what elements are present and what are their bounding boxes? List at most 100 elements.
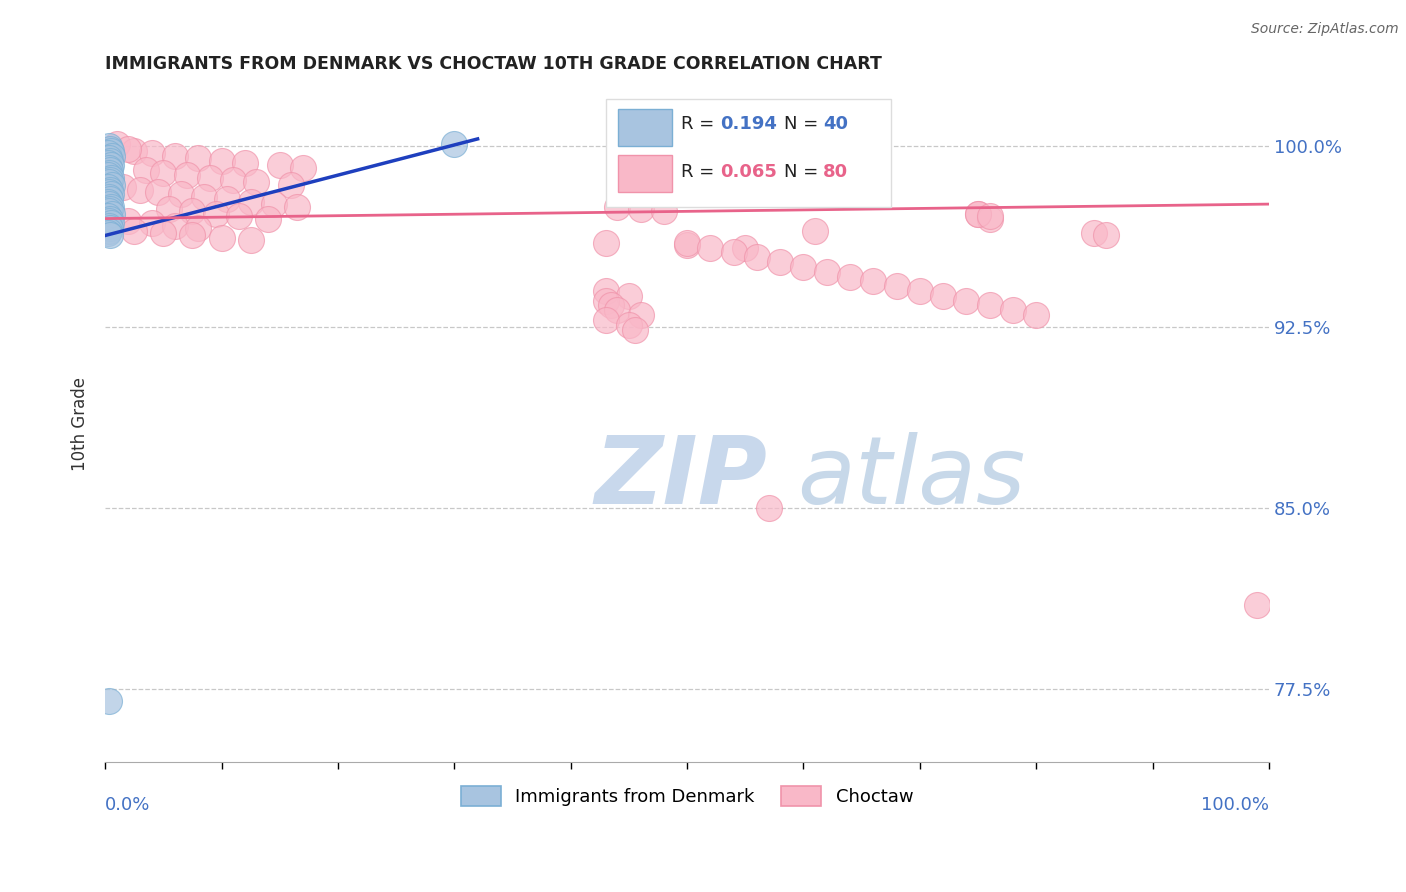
Point bbox=[595, 313, 617, 327]
Point bbox=[187, 221, 209, 235]
Point bbox=[245, 175, 267, 189]
Point bbox=[623, 323, 645, 337]
Point bbox=[96, 194, 118, 209]
Point bbox=[96, 180, 118, 194]
Point bbox=[595, 235, 617, 250]
Text: ZIP: ZIP bbox=[593, 432, 766, 524]
Point bbox=[97, 185, 120, 199]
Point bbox=[792, 260, 814, 274]
Point bbox=[100, 187, 122, 202]
Point bbox=[815, 265, 838, 279]
Point bbox=[97, 204, 120, 219]
Point bbox=[886, 279, 908, 293]
Point bbox=[745, 250, 768, 264]
Point bbox=[105, 136, 128, 151]
Point bbox=[723, 245, 745, 260]
Text: 0.0%: 0.0% bbox=[105, 796, 150, 814]
Point bbox=[222, 173, 245, 187]
Point bbox=[97, 151, 120, 165]
Point bbox=[98, 202, 121, 216]
Point bbox=[146, 185, 169, 199]
Point bbox=[600, 298, 623, 312]
Text: 0.194: 0.194 bbox=[720, 115, 776, 133]
FancyBboxPatch shape bbox=[619, 110, 672, 146]
Text: 40: 40 bbox=[824, 115, 848, 133]
Point bbox=[734, 241, 756, 255]
Point bbox=[211, 153, 233, 168]
Point bbox=[101, 178, 124, 192]
Point bbox=[769, 255, 792, 269]
Text: 80: 80 bbox=[824, 163, 848, 181]
Point bbox=[97, 219, 120, 233]
Point bbox=[198, 170, 221, 185]
Point bbox=[117, 142, 139, 156]
Point bbox=[204, 207, 226, 221]
Point bbox=[96, 226, 118, 240]
Point bbox=[96, 168, 118, 182]
Point bbox=[135, 163, 157, 178]
FancyBboxPatch shape bbox=[606, 99, 891, 208]
Point bbox=[96, 146, 118, 161]
Point bbox=[630, 308, 652, 322]
Point bbox=[100, 144, 122, 158]
Point bbox=[193, 190, 215, 204]
Legend: Immigrants from Denmark, Choctaw: Immigrants from Denmark, Choctaw bbox=[454, 779, 921, 814]
Point bbox=[1001, 303, 1024, 318]
Point bbox=[676, 238, 699, 252]
Point bbox=[176, 168, 198, 182]
Point bbox=[129, 183, 152, 197]
Point bbox=[758, 501, 780, 516]
Point bbox=[100, 170, 122, 185]
Point bbox=[98, 163, 121, 178]
Text: Source: ZipAtlas.com: Source: ZipAtlas.com bbox=[1251, 22, 1399, 37]
Point bbox=[1246, 598, 1268, 612]
Point bbox=[100, 159, 122, 173]
Point bbox=[98, 153, 121, 168]
Point bbox=[163, 219, 186, 233]
Text: R =: R = bbox=[682, 115, 720, 133]
Point bbox=[1083, 226, 1105, 240]
Point bbox=[606, 303, 628, 318]
Point bbox=[269, 159, 291, 173]
Point bbox=[97, 197, 120, 211]
Point bbox=[141, 216, 163, 230]
Point bbox=[263, 197, 285, 211]
Point bbox=[699, 241, 721, 255]
Point bbox=[124, 224, 146, 238]
Point bbox=[157, 202, 180, 216]
Point bbox=[967, 207, 990, 221]
Point bbox=[239, 194, 262, 209]
Point bbox=[98, 183, 121, 197]
Point bbox=[955, 293, 977, 308]
Point bbox=[839, 269, 862, 284]
Y-axis label: 10th Grade: 10th Grade bbox=[72, 376, 89, 471]
Point bbox=[617, 289, 640, 303]
Text: atlas: atlas bbox=[797, 433, 1026, 524]
Point bbox=[97, 694, 120, 708]
Point bbox=[228, 209, 250, 223]
Point bbox=[101, 149, 124, 163]
Point bbox=[100, 216, 122, 230]
Point bbox=[97, 190, 120, 204]
Point bbox=[443, 136, 465, 151]
FancyBboxPatch shape bbox=[619, 155, 672, 192]
Point bbox=[595, 284, 617, 298]
Point bbox=[979, 298, 1001, 312]
Point bbox=[630, 202, 652, 216]
Point bbox=[285, 200, 308, 214]
Point bbox=[979, 211, 1001, 226]
Point bbox=[967, 207, 990, 221]
Point bbox=[98, 192, 121, 206]
Point bbox=[606, 200, 628, 214]
Point bbox=[124, 144, 146, 158]
Point bbox=[804, 224, 827, 238]
Point bbox=[170, 187, 193, 202]
Text: N =: N = bbox=[783, 115, 824, 133]
Point bbox=[187, 151, 209, 165]
Point bbox=[117, 214, 139, 228]
Point bbox=[979, 209, 1001, 223]
Point bbox=[98, 221, 121, 235]
Point bbox=[97, 139, 120, 153]
Point bbox=[676, 235, 699, 250]
Point bbox=[163, 149, 186, 163]
